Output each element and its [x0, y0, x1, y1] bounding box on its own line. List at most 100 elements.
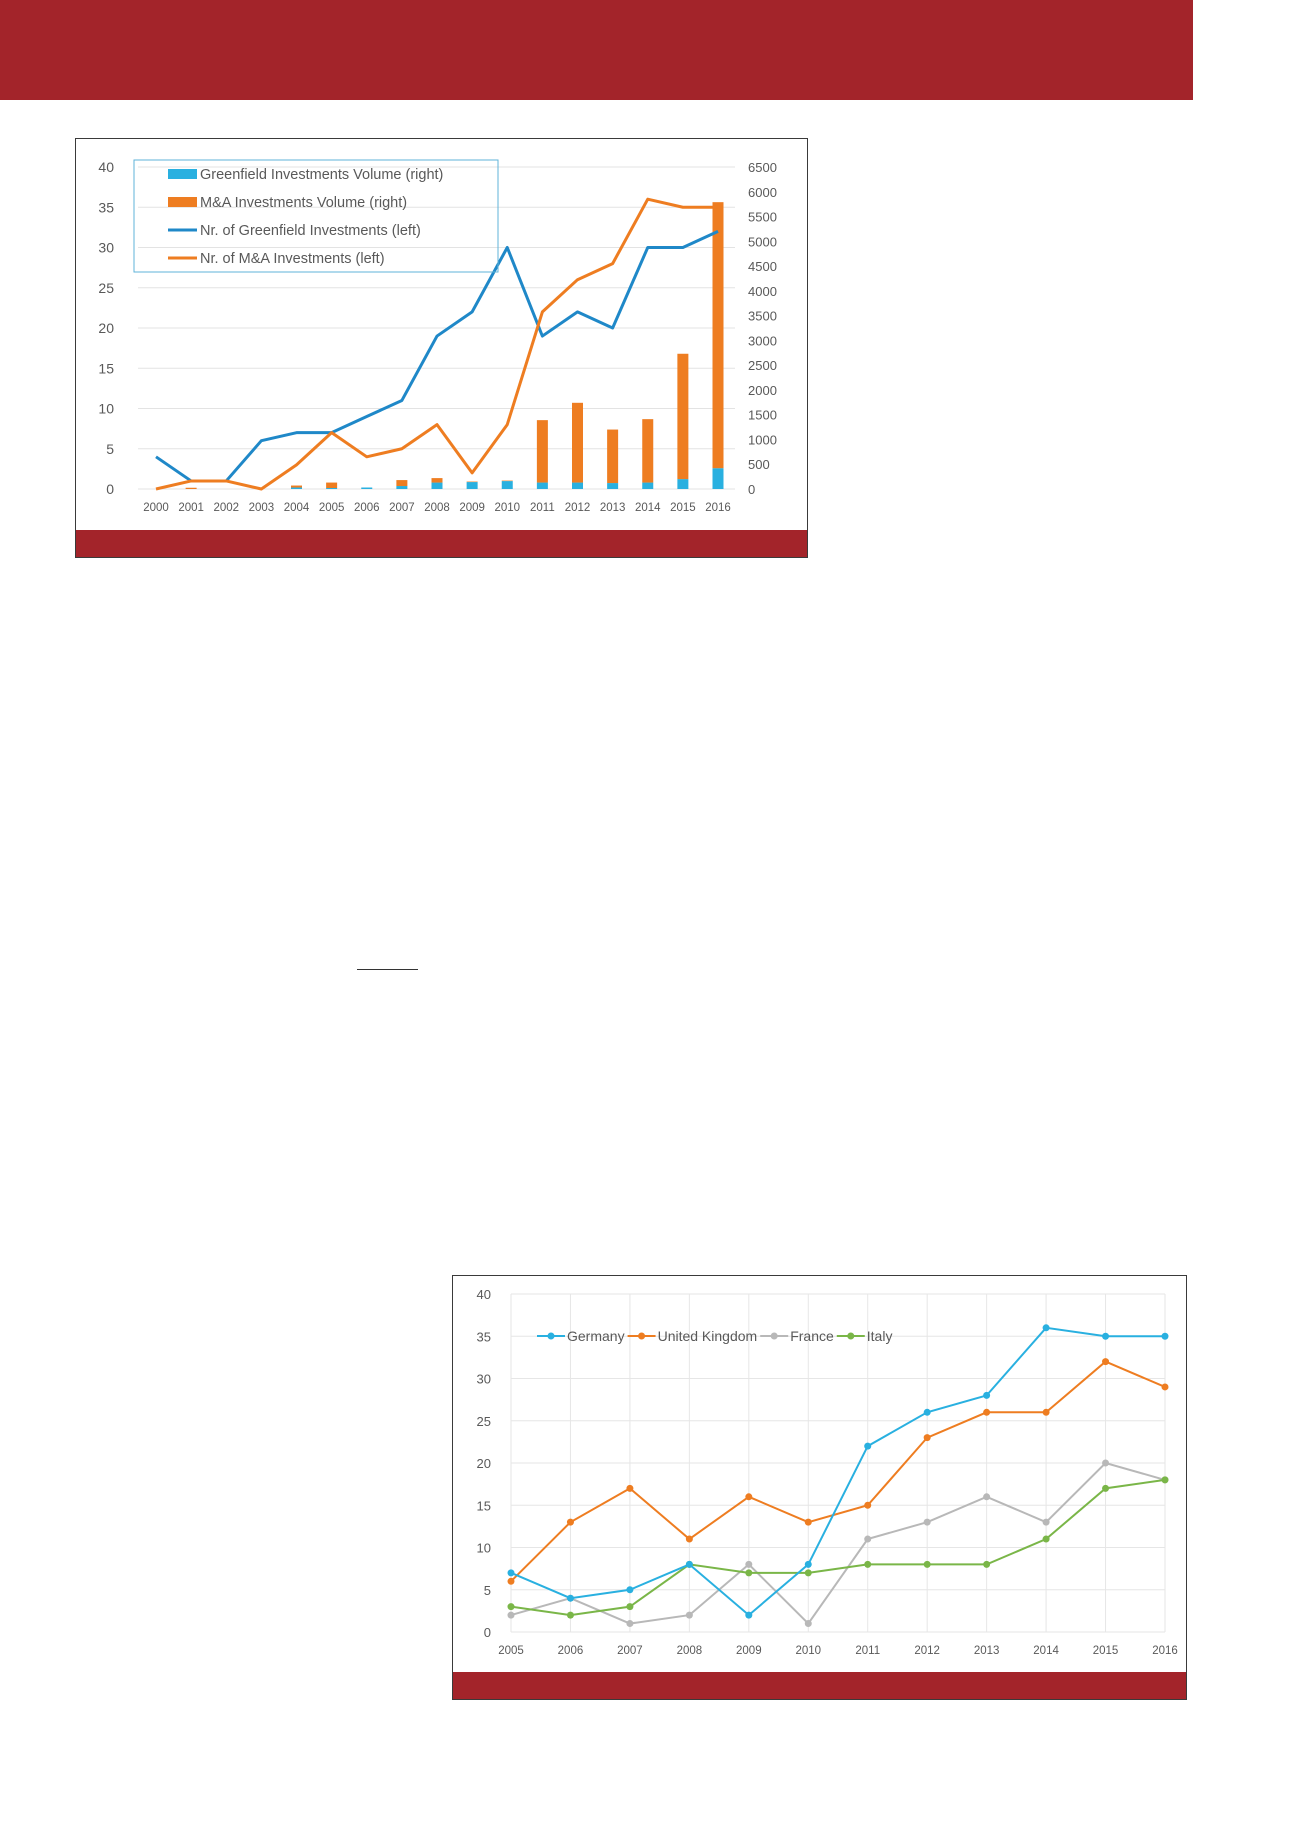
legend-marker — [847, 1332, 855, 1340]
data-point — [1102, 1332, 1110, 1340]
greenfield-volume-bar — [572, 482, 583, 489]
x-axis-tick: 2006 — [354, 502, 380, 514]
greenfield-volume-bar — [501, 481, 513, 489]
x-axis-tick: 2001 — [178, 502, 204, 514]
legend-label: Greenfield Investments Volume (right) — [200, 167, 443, 183]
data-point — [507, 1577, 515, 1585]
data-point — [1042, 1408, 1050, 1416]
legend-marker — [770, 1332, 778, 1340]
greenfield-volume-bar — [607, 483, 619, 489]
right-axis-tick: 1000 — [748, 432, 777, 447]
data-point — [685, 1611, 693, 1619]
right-axis-tick: 4000 — [748, 284, 777, 299]
right-axis-tick: 0 — [748, 482, 755, 497]
x-axis-tick: 2012 — [914, 1645, 940, 1657]
y-axis-tick: 35 — [477, 1329, 491, 1344]
data-point — [566, 1611, 574, 1619]
data-point — [745, 1569, 753, 1577]
data-point — [864, 1535, 872, 1543]
data-point — [685, 1560, 693, 1568]
data-point — [566, 1594, 574, 1602]
ma-volume-bar — [396, 480, 408, 487]
data-point — [626, 1620, 634, 1628]
x-axis-tick: 2003 — [249, 502, 275, 514]
x-axis-tick: 2007 — [389, 502, 415, 514]
data-point — [626, 1484, 634, 1492]
data-point — [804, 1620, 812, 1628]
ma-volume-bar — [536, 420, 548, 483]
x-axis-tick: 2013 — [600, 502, 626, 514]
left-axis-tick: 5 — [106, 441, 114, 457]
greenfield-volume-bar — [466, 482, 478, 489]
right-axis-tick: 3000 — [748, 333, 777, 348]
x-axis-tick: 2010 — [795, 1645, 821, 1657]
x-axis-tick: 2011 — [855, 1645, 880, 1657]
greenfield-count-line — [155, 230, 719, 483]
right-axis-tick: 2500 — [748, 358, 777, 373]
y-axis-tick: 25 — [477, 1414, 491, 1429]
y-axis-tick: 5 — [484, 1583, 491, 1598]
x-axis-tick: 2010 — [494, 502, 520, 514]
data-point — [983, 1560, 991, 1568]
data-point — [1102, 1459, 1110, 1467]
y-axis-tick: 20 — [477, 1456, 491, 1471]
x-axis-tick: 2007 — [617, 1645, 643, 1657]
country-chart-svg: 0 5 10 15 20 25 30 35 40 2005 2006 2007 2008 2009 2010… — [477, 1287, 1178, 1657]
data-point — [1102, 1358, 1110, 1366]
x-axis-tick: 2008 — [424, 502, 450, 514]
right-axis-tick: 5000 — [748, 234, 777, 249]
right-axis-tick: 2000 — [748, 383, 777, 398]
data-point — [1042, 1518, 1050, 1526]
y-axis-tick: 40 — [477, 1287, 491, 1302]
right-axis-tick: 5500 — [748, 210, 777, 225]
right-axis-tick: 6000 — [748, 185, 777, 200]
greenfield-volume-bar — [642, 482, 654, 489]
ma-volume-bar — [431, 478, 443, 483]
legend-label: Italy — [867, 1328, 893, 1344]
data-point — [804, 1569, 812, 1577]
x-axis-tick: 2005 — [319, 502, 345, 514]
legend-marker — [638, 1332, 646, 1340]
x-axis-tick: 2013 — [974, 1645, 1000, 1657]
data-point — [864, 1442, 872, 1450]
right-axis-tick: 500 — [748, 457, 770, 472]
greenfield-volume-bar — [361, 487, 373, 489]
x-axis-tick: 2002 — [213, 502, 239, 514]
legend-label: Nr. of Greenfield Investments (left) — [200, 223, 421, 239]
x-axis-tick: 2008 — [677, 1645, 703, 1657]
data-point — [1102, 1484, 1110, 1492]
left-axis-tick: 10 — [98, 401, 114, 417]
x-axis-tick: 2014 — [635, 502, 661, 514]
data-point — [804, 1518, 812, 1526]
x-axis-tick: 2005 — [498, 1645, 524, 1657]
x-axis-tick: 2011 — [530, 502, 555, 514]
x-axis-tick: 2004 — [284, 502, 310, 514]
investments-chart: 0 5 10 15 20 25 30 35 40 0 500 1000 1500 2000 2500 3000… — [75, 138, 808, 558]
investments-chart-svg: 0 5 10 15 20 25 30 35 40 0 500 1000 1500 2000 2500 3000… — [98, 159, 777, 514]
x-axis-tick: 2000 — [143, 502, 169, 514]
data-point — [626, 1586, 634, 1594]
ma-volume-bar — [185, 487, 197, 489]
ma-volume-bar — [712, 202, 724, 469]
legend-swatch — [168, 169, 197, 179]
data-point — [1161, 1476, 1169, 1484]
x-axis-tick: 2016 — [1152, 1645, 1178, 1657]
chart-caption-band — [453, 1672, 1186, 1699]
data-point — [745, 1493, 753, 1501]
data-point — [983, 1408, 991, 1416]
y-axis-tick: 0 — [484, 1625, 491, 1640]
ma-volume-bar — [291, 485, 302, 488]
series-line — [510, 1461, 1166, 1626]
x-axis-tick: 2014 — [1033, 1645, 1059, 1657]
data-point — [983, 1493, 991, 1501]
left-axis-tick: 35 — [98, 199, 114, 215]
data-point — [507, 1569, 515, 1577]
legend-box — [133, 159, 499, 273]
greenfield-volume-bar — [431, 482, 443, 489]
data-point — [507, 1611, 515, 1619]
data-point — [566, 1518, 574, 1526]
data-point — [626, 1603, 634, 1611]
data-point — [1161, 1332, 1169, 1340]
legend-label: United Kingdom — [658, 1328, 758, 1344]
data-point — [745, 1560, 753, 1568]
